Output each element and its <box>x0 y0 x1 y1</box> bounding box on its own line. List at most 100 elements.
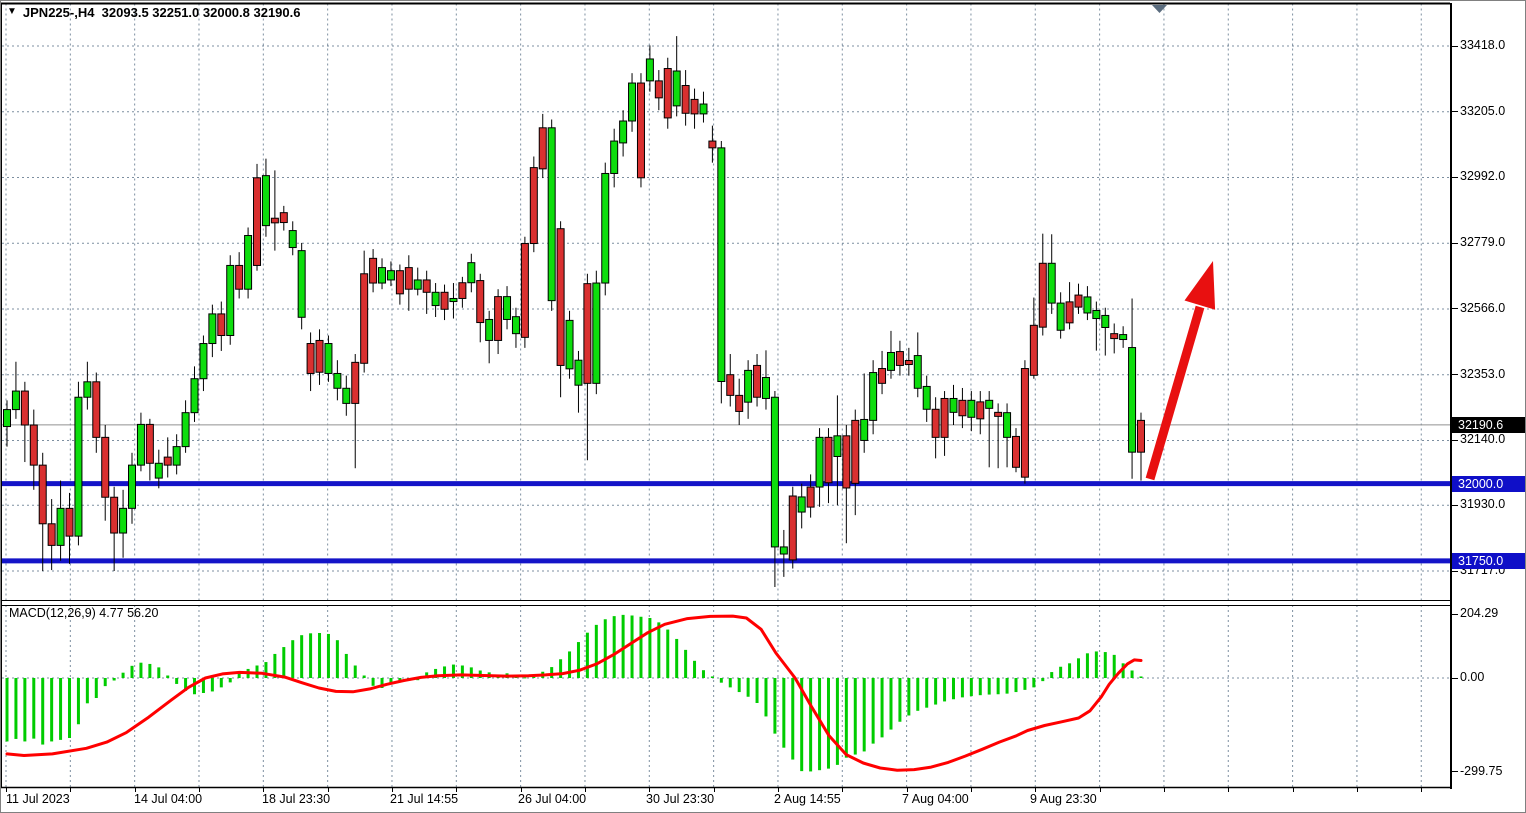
chart-canvas[interactable] <box>1 1 1450 789</box>
price-axis-border <box>1450 3 1452 789</box>
macd-histogram-bar <box>121 672 125 678</box>
candle-body <box>404 267 413 290</box>
candle-body <box>485 318 494 341</box>
candle-body <box>565 319 574 370</box>
macd-histogram-bar <box>916 678 920 711</box>
candle-body <box>279 212 288 224</box>
candle-body <box>717 147 726 382</box>
time-axis-label: 14 Jul 04:00 <box>134 792 203 806</box>
macd-axis-label-tick <box>1452 613 1458 615</box>
candle-body <box>976 401 985 420</box>
candle-body <box>297 250 306 318</box>
candle-body <box>1020 368 1029 478</box>
candle-body <box>1119 334 1128 341</box>
candle-body <box>958 399 967 417</box>
macd-histogram-bar <box>603 619 607 678</box>
macd-histogram-bar <box>210 678 214 692</box>
macd-histogram-bar <box>184 678 188 691</box>
candle-body <box>217 313 226 337</box>
macd-histogram-bar <box>773 678 777 734</box>
candle-body <box>244 235 253 290</box>
macd-histogram-bar <box>41 678 45 745</box>
quote-ohlc-label: 32093.5 32251.0 32000.8 32190.6 <box>94 5 301 20</box>
macd-histogram-bar <box>1050 672 1054 678</box>
macd-signal-line <box>5 614 1143 772</box>
candle-body <box>199 343 208 380</box>
support-level-badge: 31750.0 <box>1452 552 1525 569</box>
macd-histogram-bar <box>139 662 143 678</box>
price-axis-label-tick <box>1452 308 1458 310</box>
price-axis[interactable]: 33418.0 33205.0 32992.0 32779.0 32566.0 32353… <box>1450 1 1525 812</box>
candle-body <box>1003 412 1012 438</box>
price-axis-label: 32566.0 <box>1460 300 1506 315</box>
candle-body <box>315 339 324 373</box>
chart-title: ▼ JPN225-,H4 32093.5 32251.0 32000.8 3219… <box>7 5 300 20</box>
candle-body <box>431 291 440 307</box>
macd-histogram-bar <box>193 678 197 695</box>
candle-body <box>851 419 860 484</box>
candle-body <box>779 546 788 555</box>
candle-body <box>949 397 958 413</box>
chart-shift-marker-icon[interactable] <box>1152 5 1167 13</box>
macd-histogram-bar <box>1076 658 1080 678</box>
macd-histogram-bar <box>693 660 697 678</box>
candle-body <box>128 464 137 509</box>
macd-histogram-bar <box>451 664 455 678</box>
price-axis-label-tick <box>1452 111 1458 113</box>
candle-body <box>529 167 538 245</box>
candle-body <box>592 282 601 384</box>
candle-body <box>145 423 154 464</box>
candle-body <box>753 364 762 398</box>
macd-histogram-bar <box>380 678 384 688</box>
trend-arrow-head[interactable] <box>1184 261 1216 310</box>
time-axis-tick <box>1035 787 1037 792</box>
candle-body <box>92 381 101 438</box>
price-axis-label: 32353.0 <box>1460 366 1506 381</box>
candle-body <box>119 507 128 534</box>
candle-body <box>583 283 592 384</box>
macd-histogram-bar <box>130 665 134 678</box>
candle-body <box>842 435 851 489</box>
macd-histogram-bar <box>1041 678 1045 682</box>
macd-histogram-bar <box>219 678 223 688</box>
macd-histogram-bar <box>594 624 598 678</box>
bid-price-badge: 32190.6 <box>1452 416 1525 433</box>
candle-body <box>681 85 690 114</box>
candle-body <box>913 355 922 389</box>
candle-body <box>270 217 279 224</box>
candle-body <box>895 351 904 366</box>
macd-histogram-bar <box>201 678 205 693</box>
macd-histogram-bar <box>469 667 473 678</box>
candle-body <box>761 376 770 399</box>
candle-body <box>342 387 351 404</box>
candle-body <box>672 70 681 107</box>
macd-histogram-bar <box>871 678 875 744</box>
macd-histogram-bar <box>1094 651 1098 678</box>
candle-body <box>869 372 878 421</box>
candle-body <box>645 58 654 82</box>
macd-histogram-bar <box>353 665 357 678</box>
macd-axis-label-tick <box>1452 677 1458 679</box>
time-axis[interactable]: 11 Jul 2023 14 Jul 04:00 18 Jul 23:30 21 Ju… <box>1 787 1450 812</box>
time-axis-tick <box>70 787 72 792</box>
candle-body <box>386 270 395 281</box>
candle-body <box>458 282 467 299</box>
candle-body <box>574 359 583 386</box>
price-axis-label: 32140.0 <box>1460 432 1506 447</box>
price-axis-label-tick <box>1452 570 1458 572</box>
macd-histogram-bar <box>273 653 277 678</box>
macd-histogram-bar <box>943 678 947 702</box>
candle-body <box>306 343 315 374</box>
trend-arrow-shaft[interactable] <box>1145 305 1205 481</box>
macd-histogram-bar <box>889 678 893 730</box>
candle-body <box>860 418 869 441</box>
candle-body <box>699 103 708 115</box>
candle-body <box>378 267 387 284</box>
macd-histogram-bar <box>853 678 857 755</box>
candle-body <box>628 82 637 122</box>
candle-body <box>520 243 529 338</box>
macd-histogram-bar <box>335 640 339 678</box>
macd-histogram-bar <box>880 678 884 738</box>
time-axis-tick <box>1356 787 1358 792</box>
